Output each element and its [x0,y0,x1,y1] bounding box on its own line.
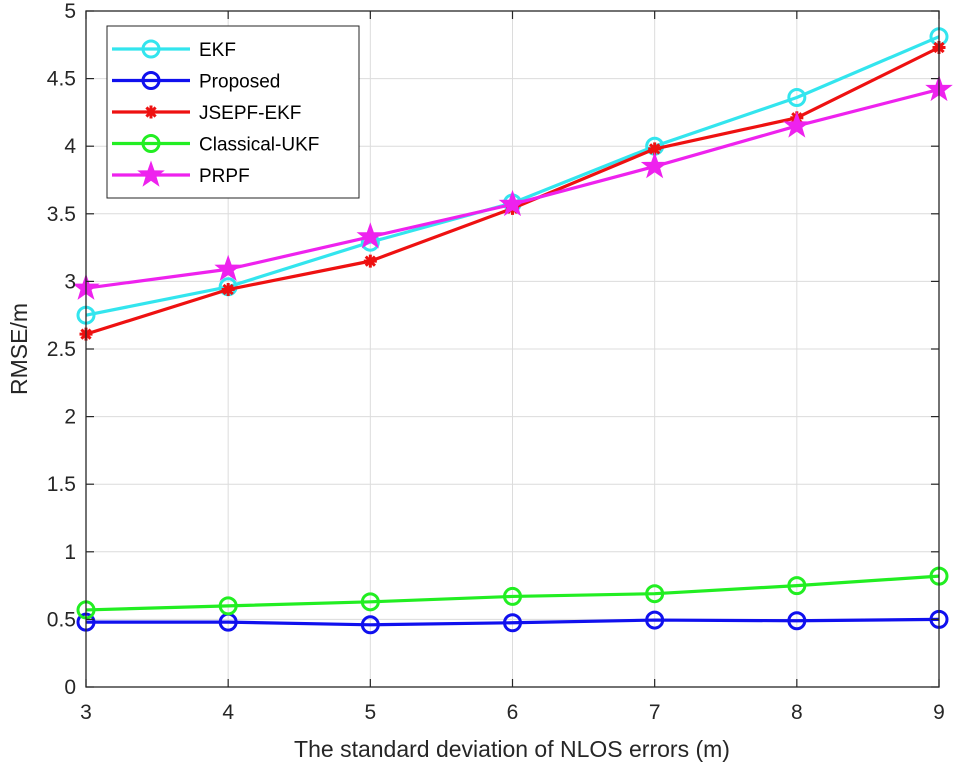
data-point [645,610,665,630]
data-point [218,596,238,616]
data-point [640,151,669,179]
y-tick-label: 0 [64,676,76,699]
legend-marker [144,105,158,119]
x-tick-label: 7 [649,701,661,724]
legend: EKF Proposed JSEPF-EKF Classical-UKF PRPF [106,25,360,199]
series-line [86,617,940,627]
y-tick-label: 4.5 [47,68,76,91]
x-tick-label: 5 [364,701,376,724]
x-tick-label: 8 [791,701,803,724]
legend-entry: Classical-UKF [112,134,319,156]
x-tick-label: 9 [933,701,945,724]
legend-entry: JSEPF-EKF [112,103,301,124]
y-tick-label: 2.5 [47,338,76,361]
data-point [214,254,242,281]
data-point [503,613,522,633]
y-axis-label: RMSE/m [6,303,32,395]
data-point [503,586,522,606]
data-point [783,111,811,138]
x-tick-label: 6 [507,701,519,724]
data-point [645,584,665,604]
axis-ticks [85,10,940,688]
legend-entry: PRPF [112,160,250,187]
data-point [360,592,380,612]
legend-entry: Proposed [112,71,280,93]
data-point [787,576,807,596]
data-point [221,283,235,297]
legend-marker [141,39,161,59]
legend-label: JSEPF-EKF [199,103,301,124]
y-tick-label: 2 [64,406,76,429]
y-tick-label: 3.5 [47,203,76,226]
y-tick-label: 5 [64,0,76,23]
data-point [356,222,385,249]
y-tick-label: 1 [64,541,76,564]
legend-label: Proposed [199,72,280,93]
data-point [787,611,807,631]
data-point [498,189,527,217]
legend-label: EKF [199,40,236,61]
legend-label: Classical-UKF [199,135,319,156]
legend-marker [137,160,165,187]
series-line [85,574,940,612]
y-tick-label: 4 [64,135,76,158]
legend-label: PRPF [199,166,250,187]
y-tick-label: 3 [64,270,76,293]
legend-marker [141,71,161,90]
x-axis-label: The standard deviation of NLOS errors (m… [294,736,730,762]
legend-entry: EKF [112,39,236,61]
data-point [787,88,807,108]
data-point [363,254,377,268]
x-tick-label: 4 [222,701,234,724]
legend-marker [141,134,161,153]
x-tick-label: 3 [80,701,92,724]
data-point [360,615,380,635]
y-tick-label: 0.5 [47,608,76,631]
y-tick-label: 1.5 [47,473,76,496]
tick-labels: 3 4 5 6 7 8 9 0 0.5 1 1.5 2 2.5 3 3.5 4 4.5 5 [47,0,945,724]
